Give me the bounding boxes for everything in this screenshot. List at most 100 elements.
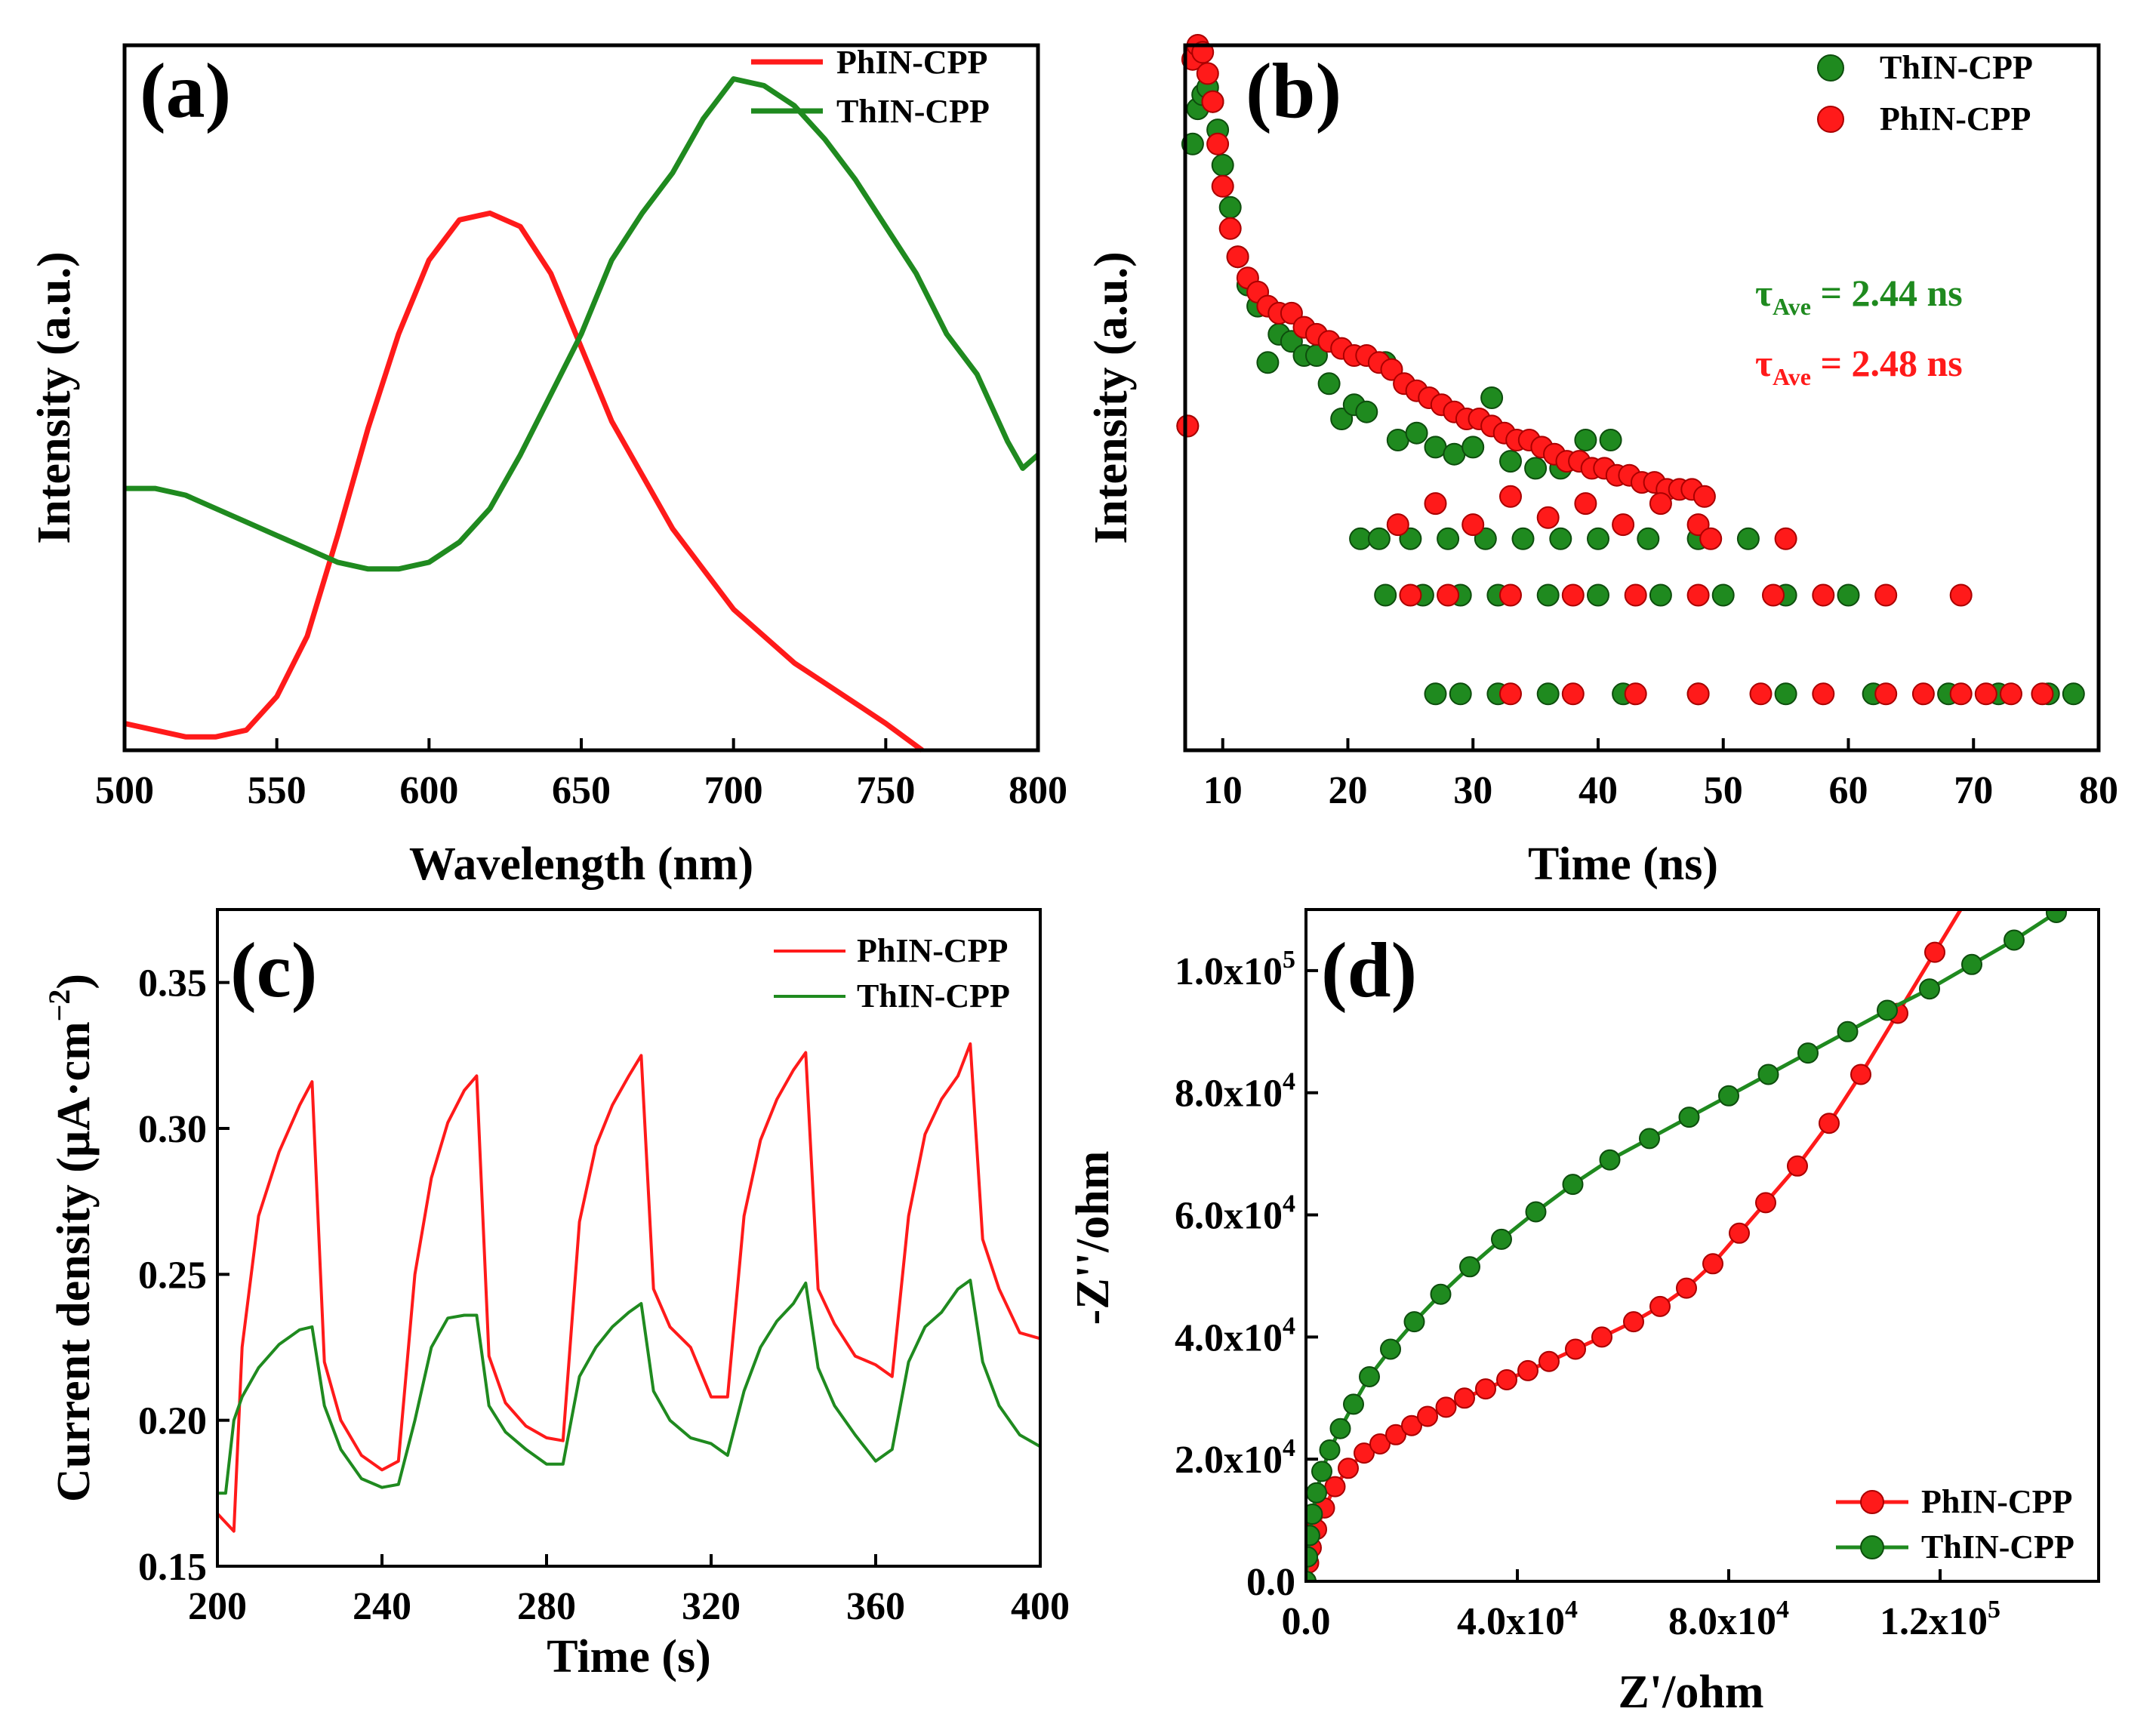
data-point-thin-cpp — [1306, 1571, 1317, 1581]
data-point-thin-cpp — [1549, 527, 1572, 550]
x-ticks-b: 10 20 30 40 50 60 70 80 — [1203, 738, 2118, 812]
data-point-phin-cpp — [1517, 1359, 1538, 1381]
data-point-thin-cpp — [1449, 682, 1472, 706]
data-point-phin-cpp — [1624, 682, 1647, 706]
x-axis-label-c: Time (s) — [547, 1631, 711, 1682]
data-point-phin-cpp — [1649, 492, 1672, 516]
data-point-phin-cpp — [1218, 217, 1242, 240]
data-point-thin-cpp — [1599, 1149, 1621, 1171]
data-point-phin-cpp — [1686, 682, 1710, 706]
panel-label-c: (c) — [230, 927, 317, 1014]
data-point-phin-cpp — [1812, 583, 1835, 607]
data-point-phin-cpp — [1338, 1458, 1359, 1479]
legend-entry-thin: ThIN-CPP — [1880, 49, 2033, 86]
data-point-thin-cpp — [2046, 910, 2067, 923]
data-point-thin-cpp — [1511, 527, 1535, 550]
data-point-thin-cpp — [1718, 1085, 1739, 1107]
data-point-thin-cpp — [1329, 1418, 1351, 1439]
x-tick-label: 0.0 — [1282, 1600, 1331, 1643]
data-point-phin-cpp — [1536, 506, 1560, 529]
data-point-thin-cpp — [1374, 583, 1397, 607]
data-point-thin-cpp — [1480, 386, 1504, 409]
data-point-thin-cpp — [1837, 1020, 1859, 1042]
y-tick-label: 0.15 — [138, 1546, 207, 1589]
data-point-thin-cpp — [1343, 1393, 1364, 1415]
data-point-thin-cpp — [2004, 929, 2025, 951]
data-point-thin-cpp — [1474, 527, 1497, 550]
legend-marker-thin — [1817, 54, 1844, 82]
data-point-phin-cpp — [1924, 941, 1945, 963]
data-point-thin-cpp — [1459, 1256, 1480, 1278]
data-point-thin-cpp — [1599, 429, 1622, 451]
y-tick-label: 0.20 — [138, 1400, 207, 1443]
data-point-phin-cpp — [1874, 583, 1898, 607]
legend-entry-thin: ThIN-CPP — [857, 977, 1010, 1014]
panel-b: (b) 10 20 30 40 50 60 70 80 Time (ns) Intensity… — [1086, 34, 2118, 890]
legend-marker-phin — [1817, 106, 1844, 133]
data-point-phin-cpp — [1565, 1338, 1586, 1360]
data-point-thin-cpp — [1380, 1338, 1401, 1360]
data-point-thin-cpp — [1424, 436, 1447, 459]
data-point-phin-cpp — [1211, 174, 1234, 198]
data-point-thin-cpp — [1562, 1174, 1584, 1196]
legend-entry-thin: ThIN-CPP — [836, 93, 990, 130]
data-point-phin-cpp — [1749, 682, 1773, 706]
data-point-phin-cpp — [1475, 1378, 1496, 1400]
data-point-thin-cpp — [1280, 330, 1303, 353]
data-point-thin-cpp — [1306, 1525, 1320, 1547]
data-point-phin-cpp — [1354, 1442, 1375, 1464]
data-point-phin-cpp — [1762, 583, 1785, 607]
data-point-thin-cpp — [1877, 999, 1898, 1021]
y-axis-label-b: Intensity (a.u.) — [1086, 251, 1137, 544]
plot-area-a — [124, 76, 1040, 753]
data-point-phin-cpp — [1623, 1311, 1644, 1333]
data-point-thin-cpp — [1536, 682, 1560, 706]
y-tick-label: 8.0x104 — [1175, 1068, 1295, 1116]
data-point-phin-cpp — [2031, 682, 2054, 706]
plot-area-b — [1176, 34, 2085, 706]
series-line-phin-cpp — [216, 1042, 1041, 1533]
series-line-thin-cpp — [125, 76, 1040, 572]
series-line-phin-cpp — [124, 210, 924, 753]
data-point-phin-cpp — [1686, 583, 1710, 607]
panel-label-d: (d) — [1321, 927, 1417, 1014]
data-point-thin-cpp — [1678, 1107, 1700, 1128]
data-point-thin-cpp — [1711, 583, 1735, 607]
data-point-thin-cpp — [1317, 372, 1341, 396]
x-tick-label: 80 — [2079, 769, 2118, 812]
y-tick-label: 0.35 — [138, 962, 207, 1005]
data-point-thin-cpp — [1306, 1482, 1327, 1504]
axes-frame-c — [216, 908, 1042, 1568]
data-point-phin-cpp — [1686, 513, 1710, 537]
data-point-phin-cpp — [1435, 1396, 1457, 1418]
x-tick-label: 550 — [248, 769, 306, 812]
data-point-thin-cpp — [1399, 527, 1422, 550]
x-tick-label: 360 — [846, 1585, 905, 1628]
data-point-thin-cpp — [1637, 527, 1660, 550]
data-point-phin-cpp — [1206, 132, 1230, 155]
y-axis-label-c: Current density (μA·cm−2) — [42, 974, 100, 1502]
data-point-phin-cpp — [1591, 1326, 1612, 1348]
data-point-phin-cpp — [1201, 90, 1224, 113]
data-point-thin-cpp — [1757, 1064, 1779, 1085]
data-point-phin-cpp — [2000, 682, 2022, 706]
data-point-thin-cpp — [1961, 953, 1982, 975]
x-tick-label: 280 — [517, 1585, 576, 1628]
x-tick-label: 40 — [1578, 769, 1618, 812]
tau-annotation-thin: τAve = 2.44 ns — [1755, 272, 1963, 320]
data-point-phin-cpp — [1324, 1476, 1346, 1498]
legend-a: PhIN-CPP ThIN-CPP — [751, 44, 990, 130]
data-point-thin-cpp — [1405, 421, 1428, 445]
data-point-phin-cpp — [1755, 1192, 1776, 1214]
data-point-phin-cpp — [1729, 1222, 1750, 1244]
legend-entry-phin: PhIN-CPP — [836, 44, 987, 81]
x-tick-label: 500 — [95, 769, 154, 812]
data-point-phin-cpp — [1499, 583, 1522, 607]
data-point-thin-cpp — [1211, 153, 1234, 177]
x-tick-label: 600 — [399, 769, 458, 812]
series-line-thin-cpp — [217, 1279, 1041, 1495]
data-point-thin-cpp — [1256, 351, 1280, 374]
y-axis-label-d: -Z''/ohm — [1067, 1151, 1119, 1325]
y-tick-label: 2.0x104 — [1175, 1434, 1295, 1482]
data-point-thin-cpp — [1536, 583, 1560, 607]
